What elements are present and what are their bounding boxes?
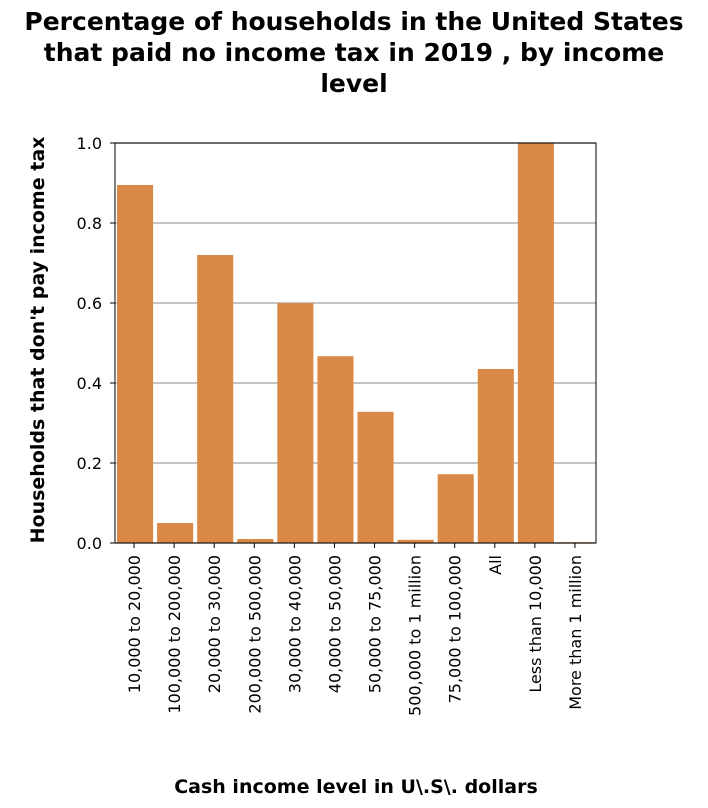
bar <box>277 303 314 543</box>
bar <box>517 143 554 543</box>
y-tick-label: 1.0 <box>77 134 102 153</box>
y-axis-ticks: 0.0 0.2 0.4 0.6 0.8 1.0 <box>77 134 115 553</box>
bars <box>117 143 594 543</box>
chart-title-line-3: level <box>320 69 387 98</box>
bar <box>437 474 474 543</box>
chart-title-line-1: Percentage of households in the United S… <box>24 7 683 36</box>
x-tick-label: 40,000 to 50,000 <box>325 555 344 693</box>
y-tick-label: 0.4 <box>77 374 102 393</box>
x-tick-label: 30,000 to 40,000 <box>285 555 304 693</box>
x-axis-label: Cash income level in U\.S\. dollars <box>174 776 538 798</box>
chart-title-line-2: that paid no income tax in 2019 , by inc… <box>44 38 664 67</box>
x-tick-label: 50,000 to 75,000 <box>366 555 385 693</box>
x-tick-label: Less than 10,000 <box>526 555 545 693</box>
bar <box>197 255 234 543</box>
x-tick-label: More than 1 million <box>566 555 585 710</box>
x-tick-label: 75,000 to 100,000 <box>446 555 465 703</box>
y-tick-label: 0.6 <box>77 294 102 313</box>
x-tick-label: 200,000 to 500,000 <box>245 555 264 714</box>
plot-frame <box>114 142 597 544</box>
bar <box>237 539 274 543</box>
y-axis-label: Households that don't pay income tax <box>27 137 49 544</box>
x-axis-ticks: 10,000 to 20,000 100,000 to 200,000 20,000… <box>125 543 585 716</box>
y-tick-label: 0.0 <box>77 534 102 553</box>
bar <box>397 539 434 543</box>
x-tick-label: 20,000 to 30,000 <box>205 555 224 693</box>
x-tick-label: All <box>486 555 505 575</box>
bar <box>157 523 194 543</box>
bar <box>477 369 514 543</box>
x-tick-label: 500,000 to 1 million <box>406 555 425 716</box>
bar <box>357 411 394 543</box>
bar <box>317 356 354 543</box>
x-tick-label: 100,000 to 200,000 <box>165 555 184 714</box>
y-tick-label: 0.2 <box>77 454 102 473</box>
y-tick-label: 0.8 <box>77 214 102 233</box>
x-tick-label: 10,000 to 20,000 <box>125 555 144 693</box>
bar <box>117 185 154 543</box>
